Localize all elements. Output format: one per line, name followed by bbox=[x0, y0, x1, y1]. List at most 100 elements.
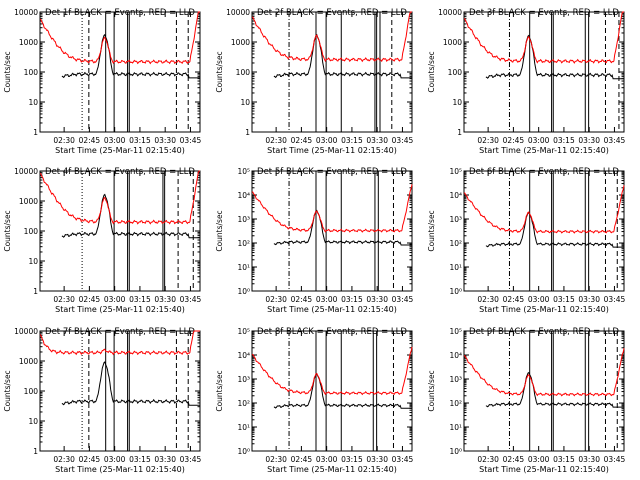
ytick-label: 10⁵ bbox=[449, 327, 462, 336]
xtick-label: 03:15 bbox=[341, 136, 363, 145]
xtick-label: 03:15 bbox=[553, 295, 575, 304]
ytick-label: 1 bbox=[245, 128, 250, 137]
xtick-label: 02:30 bbox=[265, 136, 287, 145]
xtick-label: 02:45 bbox=[291, 455, 313, 464]
y-axis-label: Counts/sec bbox=[215, 51, 224, 92]
ytick-label: 100 bbox=[24, 68, 39, 77]
ytick-label: 1000 bbox=[19, 38, 38, 47]
y-axis-label: Counts/sec bbox=[3, 210, 12, 251]
x-axis-label: Start Time (25-Mar-11 02:15:40) bbox=[267, 465, 397, 474]
ytick-label: 10² bbox=[449, 399, 462, 408]
ytick-label: 10⁵ bbox=[237, 167, 250, 176]
xtick-label: 03:45 bbox=[392, 136, 414, 145]
series-events-line bbox=[61, 361, 200, 406]
xtick-label: 02:45 bbox=[79, 136, 101, 145]
ytick-label: 100 bbox=[236, 68, 251, 77]
panel-title: Det 7f BLACK = Events, RED = LLD bbox=[45, 327, 195, 337]
xtick-label: 02:45 bbox=[79, 295, 101, 304]
ytick-label: 10³ bbox=[237, 375, 250, 384]
panel-title: Det 9f BLACK = Events, RED = LLD bbox=[469, 327, 619, 337]
ytick-label: 10¹ bbox=[237, 423, 250, 432]
panel-title: Det 1f BLACK = Events, RED = LLD bbox=[45, 8, 195, 18]
detector-panel-7: Det 7f BLACK = Events, RED = LLD 1 10 100 10… bbox=[3, 327, 201, 474]
xtick-label: 02:45 bbox=[503, 136, 525, 145]
xtick-label: 03:15 bbox=[341, 455, 363, 464]
plot-frame bbox=[251, 11, 413, 133]
series-events-line bbox=[485, 34, 624, 80]
detector-panel-5: Det 5f BLACK = Events, RED = LLD 10⁰ 10¹ 10… bbox=[215, 167, 413, 314]
xtick-label: 03:00 bbox=[316, 295, 338, 304]
panel-title: Det 6f BLACK = Events, RED = LLD bbox=[469, 167, 619, 177]
detector-panel-4: Det 4f BLACK = Events, RED = LLD 1 10 100 10… bbox=[3, 167, 201, 314]
xtick-label: 02:45 bbox=[503, 295, 525, 304]
xtick-label: 03:15 bbox=[341, 295, 363, 304]
series-lld-line bbox=[39, 330, 200, 356]
xtick-label: 03:00 bbox=[528, 136, 550, 145]
ytick-label: 10⁰ bbox=[237, 447, 250, 456]
ytick-label: 10000 bbox=[226, 8, 250, 17]
ytick-label: 10² bbox=[237, 239, 250, 248]
y-axis-label: Counts/sec bbox=[427, 370, 436, 411]
ytick-label: 10¹ bbox=[449, 423, 462, 432]
series-lld-line bbox=[251, 184, 413, 233]
ytick-label: 10¹ bbox=[449, 263, 462, 272]
xtick-label: 02:30 bbox=[477, 136, 499, 145]
detector-panel-3: Det 3f BLACK = Events, RED = LLD 1 10 100 10… bbox=[427, 8, 625, 155]
xtick-label: 03:45 bbox=[180, 136, 202, 145]
ytick-label: 10³ bbox=[449, 375, 462, 384]
xtick-label: 03:30 bbox=[578, 455, 600, 464]
series-events-line bbox=[273, 209, 412, 246]
xtick-label: 03:15 bbox=[129, 455, 151, 464]
series-lld-line bbox=[39, 11, 200, 65]
series-events-line bbox=[485, 211, 624, 248]
plot-frame bbox=[463, 330, 625, 452]
y-axis-label: Counts/sec bbox=[427, 51, 436, 92]
panel-title: Det 4f BLACK = Events, RED = LLD bbox=[45, 167, 195, 177]
series-events-line bbox=[61, 33, 200, 79]
xtick-label: 03:45 bbox=[180, 455, 202, 464]
xtick-label: 03:45 bbox=[604, 136, 626, 145]
ytick-label: 10⁵ bbox=[237, 327, 250, 336]
ytick-label: 100 bbox=[448, 68, 463, 77]
xtick-label: 02:30 bbox=[477, 455, 499, 464]
ytick-label: 10000 bbox=[14, 8, 38, 17]
xtick-label: 03:00 bbox=[316, 455, 338, 464]
x-axis-label: Start Time (25-Mar-11 02:15:40) bbox=[267, 305, 397, 314]
xtick-label: 02:45 bbox=[79, 455, 101, 464]
detector-panel-6: Det 6f BLACK = Events, RED = LLD 10⁰ 10¹ 10… bbox=[427, 167, 625, 314]
xtick-label: 03:30 bbox=[578, 295, 600, 304]
series-lld-line bbox=[463, 348, 625, 397]
series-lld-line bbox=[251, 11, 412, 63]
x-axis-label: Start Time (25-Mar-11 02:15:40) bbox=[479, 146, 609, 155]
xtick-label: 02:45 bbox=[291, 136, 313, 145]
detector-panel-8: Det 8f BLACK = Events, RED = LLD 10⁰ 10¹ 10… bbox=[215, 327, 413, 474]
xtick-label: 03:00 bbox=[104, 295, 126, 304]
ytick-label: 1000 bbox=[19, 357, 38, 366]
ytick-label: 10¹ bbox=[237, 263, 250, 272]
plot-frame bbox=[251, 170, 413, 292]
xtick-label: 03:00 bbox=[104, 136, 126, 145]
series-events-line bbox=[485, 371, 624, 408]
ytick-label: 10⁴ bbox=[449, 351, 462, 360]
panel-title: Det 8f BLACK = Events, RED = LLD bbox=[257, 327, 407, 337]
x-axis-label: Start Time (25-Mar-11 02:15:40) bbox=[479, 465, 609, 474]
xtick-label: 03:15 bbox=[129, 136, 151, 145]
x-axis-label: Start Time (25-Mar-11 02:15:40) bbox=[479, 305, 609, 314]
ytick-label: 1 bbox=[33, 128, 38, 137]
panel-title: Det 3f BLACK = Events, RED = LLD bbox=[469, 8, 619, 18]
xtick-label: 03:30 bbox=[366, 295, 388, 304]
xtick-label: 03:45 bbox=[392, 295, 414, 304]
y-axis-label: Counts/sec bbox=[215, 210, 224, 251]
ytick-label: 1000 bbox=[443, 38, 462, 47]
ytick-label: 10000 bbox=[14, 167, 38, 176]
y-axis-label: Counts/sec bbox=[3, 51, 12, 92]
xtick-label: 02:30 bbox=[477, 295, 499, 304]
plot-frame bbox=[463, 170, 625, 292]
xtick-label: 03:30 bbox=[154, 136, 176, 145]
ytick-label: 10⁵ bbox=[449, 167, 462, 176]
xtick-label: 02:30 bbox=[53, 136, 75, 145]
ytick-label: 10⁴ bbox=[237, 191, 250, 200]
detector-panel-2: Det 2f BLACK = Events, RED = LLD 1 10 100 10… bbox=[215, 8, 413, 155]
plot-frame bbox=[251, 330, 413, 452]
